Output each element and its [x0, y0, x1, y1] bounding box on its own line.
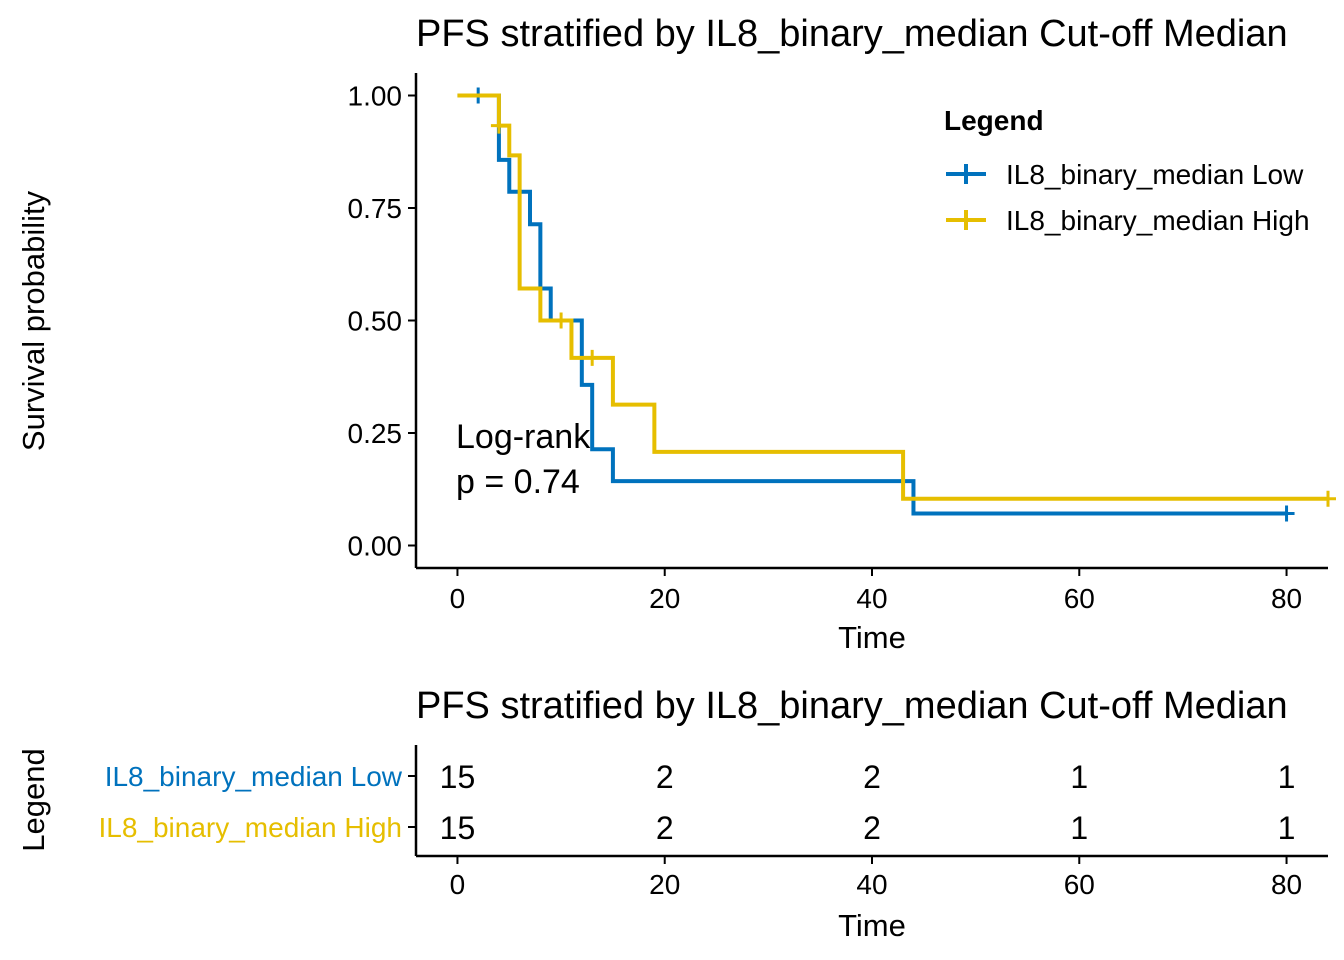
- legend-label: IL8_binary_median Low: [1006, 159, 1304, 190]
- km-censor-mark: [553, 312, 570, 329]
- risk-table-row-label: IL8_binary_median Low: [105, 761, 403, 792]
- km-x-axis: 0 20 40 60 80: [416, 566, 1328, 614]
- km-censor-mark: [1320, 490, 1336, 507]
- legend-item: IL8_binary_median Low: [946, 159, 1304, 190]
- risk-table-cell: 2: [656, 759, 674, 795]
- risk-table-x-axis-label: Time: [838, 908, 906, 943]
- risk-table-cell: 1: [1070, 759, 1088, 795]
- risk-table-title: PFS stratified by IL8_binary_median Cut-…: [416, 685, 1288, 727]
- km-plot: PFS stratified by IL8_binary_median Cut-…: [16, 13, 1336, 655]
- legend-key: [946, 164, 986, 184]
- log-rank-annotation: Log-rank p = 0.74: [456, 418, 591, 501]
- risk-table-cell: 1: [1278, 810, 1296, 846]
- km-series-low: [457, 87, 1295, 522]
- km-x-tick-label: 80: [1271, 583, 1302, 614]
- legend-key: [946, 210, 986, 230]
- km-x-tick-label: 40: [856, 583, 887, 614]
- legend-label: IL8_binary_median High: [1006, 205, 1310, 236]
- km-y-axis: 0.00 0.25 0.50 0.75 1.00: [348, 73, 418, 568]
- risk-table-body: IL8_binary_median Low 15 2 2 1 1 IL8_binary_me…: [98, 745, 1328, 900]
- risk-table-cell: 2: [863, 759, 881, 795]
- legend-item: IL8_binary_median High: [946, 205, 1310, 236]
- km-series-high: [457, 93, 1336, 507]
- km-title: PFS stratified by IL8_binary_median Cut-…: [416, 13, 1288, 55]
- km-censor-mark: [490, 117, 507, 134]
- km-legend: Legend IL8_binary_median Low IL8_binary_m…: [944, 105, 1310, 236]
- risk-table-cell: 2: [656, 810, 674, 846]
- risk-table: PFS stratified by IL8_binary_median Cut-…: [16, 685, 1328, 943]
- km-curves: [457, 87, 1336, 522]
- km-x-tick-label: 0: [450, 583, 466, 614]
- risk-table-x-tick-label: 40: [856, 869, 887, 900]
- risk-table-cell: 1: [1070, 810, 1088, 846]
- km-curve-line: [457, 93, 1287, 516]
- risk-table-x-tick-label: 60: [1064, 869, 1095, 900]
- legend-title: Legend: [944, 105, 1044, 136]
- km-y-axis-label: Survival probability: [16, 190, 51, 451]
- km-x-tick-label: 60: [1064, 583, 1095, 614]
- risk-table-y-axis-label: Legend: [16, 748, 51, 851]
- risk-table-x-tick-label: 80: [1271, 869, 1302, 900]
- log-rank-label: Log-rank: [456, 418, 591, 456]
- km-y-tick-label: 1.00: [348, 81, 403, 112]
- log-rank-p-value: p = 0.74: [456, 463, 580, 501]
- risk-table-cell: 1: [1278, 759, 1296, 795]
- km-y-tick-label: 0.50: [348, 306, 403, 337]
- risk-table-cell: 15: [440, 759, 476, 795]
- km-x-tick-label: 20: [649, 583, 680, 614]
- risk-table-x-tick-label: 20: [649, 869, 680, 900]
- km-x-axis-label: Time: [838, 620, 906, 655]
- km-y-tick-label: 0.00: [348, 531, 403, 562]
- km-censor-mark: [584, 349, 601, 366]
- km-y-tick-label: 0.25: [348, 418, 403, 449]
- risk-table-cell: 2: [863, 810, 881, 846]
- km-y-tick-label: 0.75: [348, 193, 403, 224]
- risk-table-cell: 15: [440, 810, 476, 846]
- km-censor-mark: [1278, 505, 1295, 522]
- risk-table-row-label: IL8_binary_median High: [98, 812, 402, 843]
- risk-table-x-tick-label: 0: [450, 869, 466, 900]
